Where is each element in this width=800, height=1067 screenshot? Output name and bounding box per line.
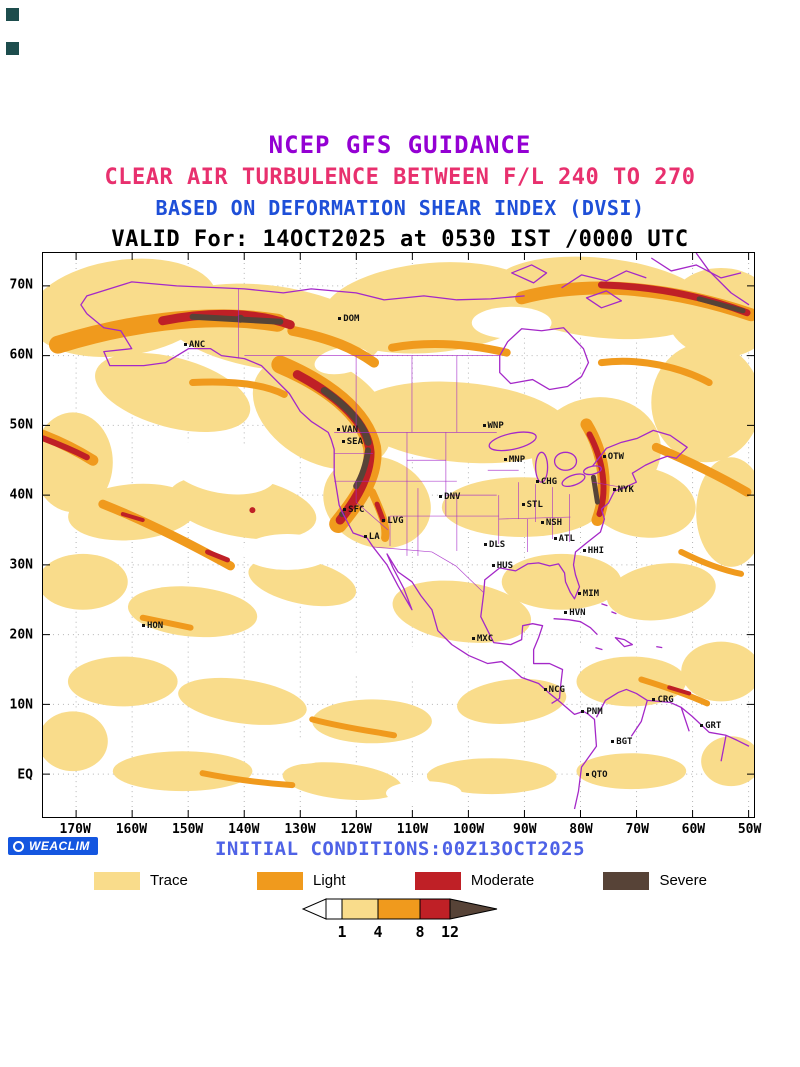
scale-value: 12	[440, 923, 460, 941]
station-otw: OTW	[603, 452, 624, 462]
station-labels: DOM ANC VAN SEA WNP MNP OTW CHG NYK DNV STL SFC LVG L…	[43, 253, 754, 817]
station-ncg: NCG	[544, 685, 565, 695]
station-pnm: PNM	[581, 707, 602, 717]
station-mxc: MXC	[472, 634, 493, 644]
title-model: NCEP GFS GUIDANCE	[268, 131, 532, 159]
legend-swatch	[94, 872, 140, 890]
station-la: LA	[364, 532, 380, 542]
y-tick-label: 20N	[9, 627, 33, 643]
title-method: BASED ON DEFORMATION SHEAR INDEX (DVSI)	[155, 196, 645, 220]
station-stl: STL	[522, 500, 543, 510]
station-crg: CRG	[652, 695, 673, 705]
title-block: NCEP GFS GUIDANCE CLEAR AIR TURBULENCE B…	[0, 131, 800, 252]
screen-artifact-square	[6, 8, 19, 21]
severe-turbulence-cores	[189, 296, 746, 518]
x-tick-label: 60W	[681, 822, 706, 837]
x-tick-label: 70W	[625, 822, 649, 837]
x-tick-label: 120W	[340, 822, 372, 837]
legend-label: Moderate	[470, 872, 535, 889]
station-qto: QTO	[586, 770, 607, 780]
legend-item-severe: Severe	[603, 872, 707, 890]
scale-arrow	[301, 898, 498, 920]
x-tick-label: 140W	[228, 822, 260, 837]
y-tick-label: EQ	[17, 767, 33, 783]
map-graphic	[43, 253, 754, 817]
map-frame: DOM ANC VAN SEA WNP MNP OTW CHG NYK DNV STL SFC LVG L…	[42, 252, 755, 818]
x-tick-label: 110W	[396, 822, 429, 837]
title-product: CLEAR AIR TURBULENCE BETWEEN F/L 240 TO …	[104, 165, 696, 190]
x-tick-label: 50W	[737, 822, 762, 837]
y-tick-label: 30N	[9, 557, 33, 573]
y-tick-label: 40N	[9, 487, 33, 503]
legend-item-trace: Trace	[94, 872, 188, 890]
station-sea: SEA	[342, 437, 363, 447]
legend-item-light: Light	[257, 872, 346, 890]
station-bgt: BGT	[611, 737, 632, 747]
station-hhi: HHI	[583, 546, 604, 556]
station-anc: ANC	[184, 340, 205, 350]
scale-value: 8	[415, 923, 425, 941]
scale-value: 4	[373, 923, 383, 941]
scale-values: 1 4 8 12	[300, 923, 500, 943]
weaclim-circle-icon	[13, 840, 24, 852]
legend-swatch	[257, 872, 304, 890]
y-tick-label: 70N	[9, 277, 33, 293]
station-mim: MIM	[578, 589, 599, 599]
x-axis-labels: 170W 160W 150W 140W 130W 120W 110W 100W 90W 80W 70…	[42, 822, 762, 840]
legend: Trace Light Moderate Severe	[42, 872, 755, 890]
coastlines	[80, 253, 750, 810]
legend-item-moderate: Moderate	[414, 872, 535, 890]
legend-label: Trace	[150, 872, 188, 889]
axis-tick-marks	[43, 253, 754, 817]
station-dls: DLS	[484, 540, 505, 550]
legend-swatch	[603, 872, 650, 890]
initial-conditions-text: INITIAL CONDITIONS:00Z13OCT2025	[214, 838, 586, 860]
station-atl: ATL	[554, 534, 575, 544]
station-hus: HUS	[492, 561, 513, 571]
y-tick-label: 10N	[9, 697, 33, 713]
y-tick-label: 50N	[9, 417, 33, 433]
clear-air-gaps	[168, 306, 587, 806]
station-sfc: SFC	[343, 505, 364, 515]
weaclim-logo-text: WEACLIM	[29, 839, 90, 853]
station-grt: GRT	[700, 721, 721, 731]
screen-artifact-square	[6, 42, 19, 55]
x-tick-label: 160W	[115, 822, 148, 837]
y-tick-label: 60N	[9, 347, 33, 363]
legend-swatch	[414, 872, 461, 890]
station-wnp: WNP	[483, 421, 504, 431]
x-tick-label: 90W	[513, 822, 537, 837]
x-tick-label: 130W	[284, 822, 316, 837]
title-valid-time: VALID For: 14OCT2025 at 0530 IST /0000 U…	[111, 227, 689, 252]
station-van: VAN	[337, 425, 358, 435]
station-nyk: NYK	[613, 485, 634, 495]
station-mnp: MNP	[504, 455, 525, 465]
intensity-scale: 1 4 8 12	[300, 897, 500, 945]
station-lvg: LVG	[382, 516, 403, 526]
station-hvn: HVN	[564, 608, 585, 618]
station-nsh: NSH	[541, 518, 562, 528]
x-tick-label: 150W	[171, 822, 204, 837]
station-hon: HON	[142, 621, 163, 631]
weaclim-logo: WEACLIM	[8, 837, 98, 855]
legend-label: Severe	[659, 872, 707, 889]
x-tick-label: 100W	[452, 822, 485, 837]
x-tick-label: 80W	[569, 822, 593, 837]
station-dom: DOM	[338, 314, 359, 324]
station-dnv: DNV	[439, 492, 460, 502]
scale-value: 1	[337, 923, 347, 941]
x-tick-label: 170W	[59, 822, 91, 837]
y-axis-labels: 70N 60N 50N 40N 30N 20N 10N EQ	[0, 252, 38, 818]
legend-label: Light	[313, 872, 346, 889]
station-chg: CHG	[536, 477, 557, 487]
